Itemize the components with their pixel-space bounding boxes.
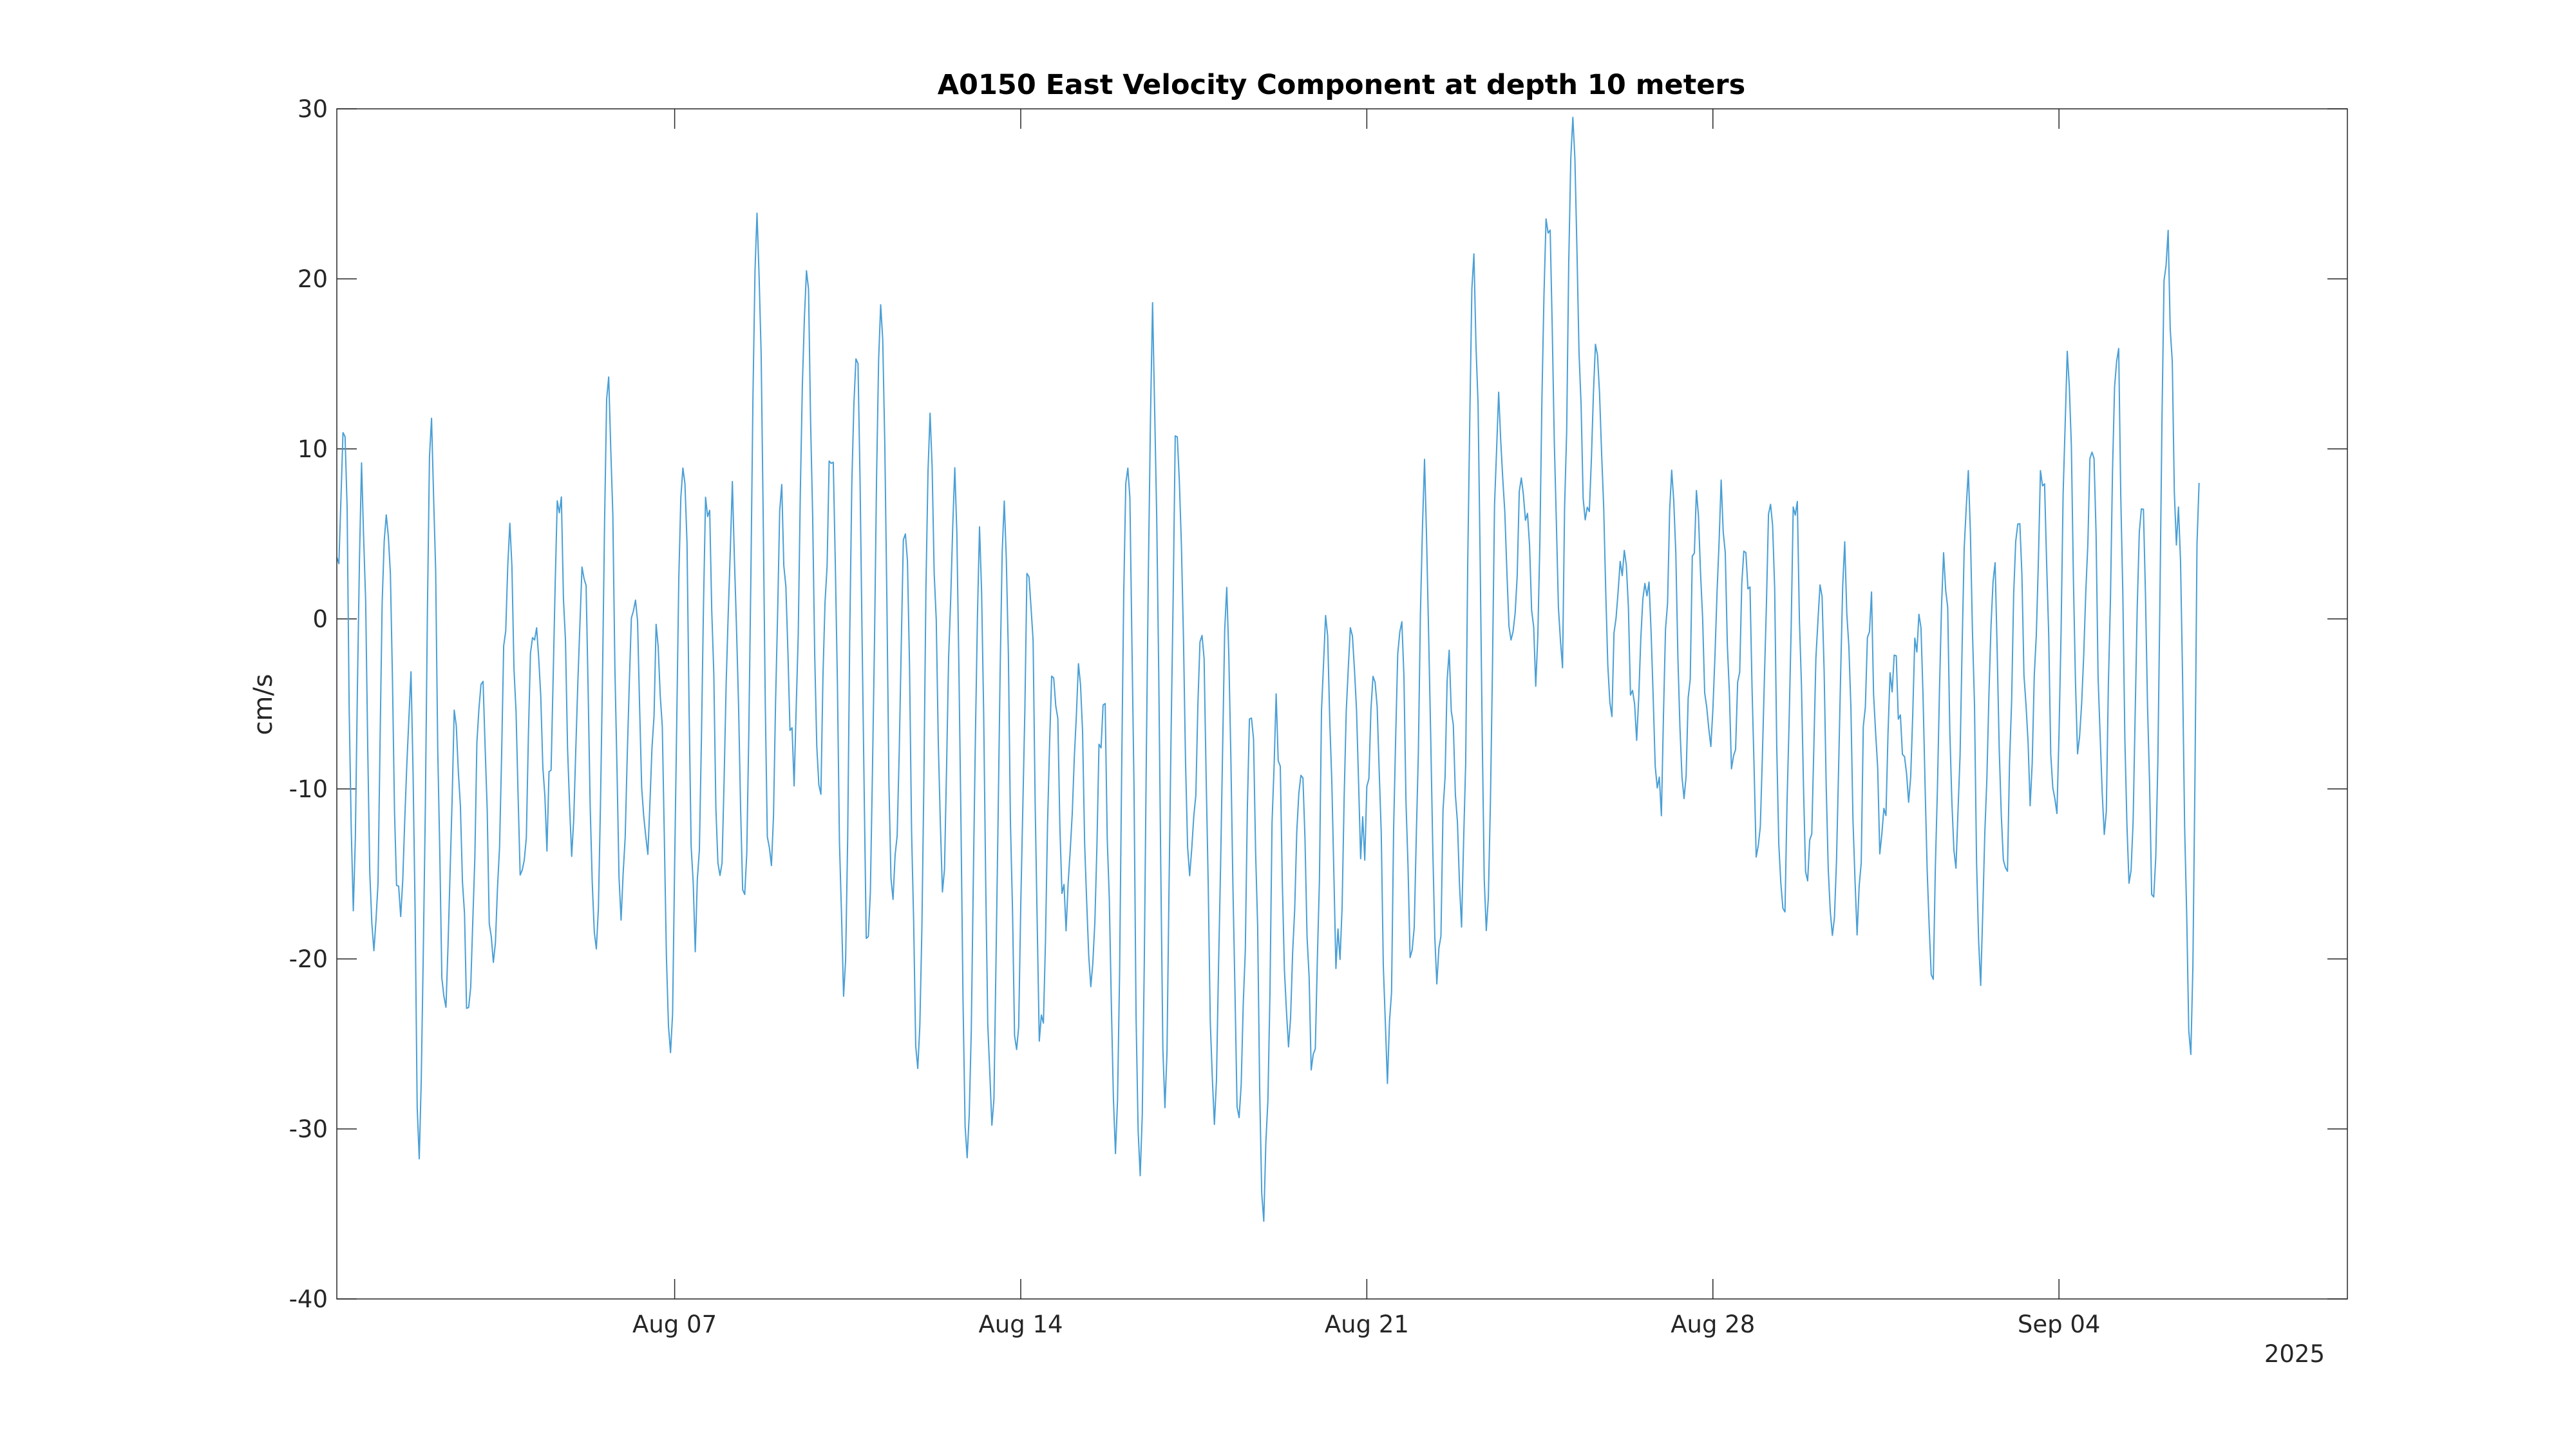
x-tick-label: Aug 28 xyxy=(1671,1311,1755,1338)
y-tick-label: -40 xyxy=(289,1285,328,1313)
y-tick-label: 0 xyxy=(312,605,328,633)
x-axis-year-label: 2025 xyxy=(2264,1340,2325,1368)
y-tick-label: -20 xyxy=(289,945,328,973)
x-tick-label: Aug 14 xyxy=(978,1311,1063,1338)
y-tick-label: 10 xyxy=(298,435,328,463)
plot-frame xyxy=(336,108,2348,1300)
y-tick-label: 20 xyxy=(298,265,328,293)
chart-title: A0150 East Velocity Component at depth 1… xyxy=(938,69,1745,101)
plot-area xyxy=(337,109,2347,1299)
y-tick-label: -10 xyxy=(289,775,328,803)
x-tick-label: Aug 07 xyxy=(632,1311,717,1338)
series-line xyxy=(336,117,2200,1222)
axis-ticks xyxy=(337,108,2347,1300)
axis-tick-labels: 30 20 10 0 -10 -20 -30 -40 Aug 07 Aug 14 Aug 21 Aug… xyxy=(289,95,2101,1338)
y-axis-label: cm/s xyxy=(249,674,278,735)
x-tick-label: Sep 04 xyxy=(2018,1311,2101,1338)
y-tick-label: -30 xyxy=(289,1115,328,1143)
x-tick-label: Aug 21 xyxy=(1325,1311,1409,1338)
y-tick-label: 30 xyxy=(298,95,328,123)
